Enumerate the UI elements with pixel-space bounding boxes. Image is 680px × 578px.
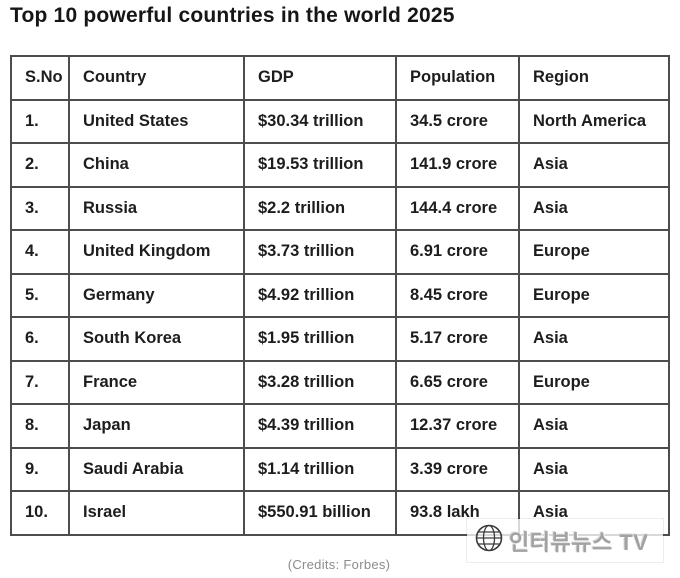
cell-population: 93.8 lakh	[395, 490, 520, 536]
cell-region: North America	[518, 98, 670, 144]
cell-gdp: $1.14 trillion	[243, 446, 397, 492]
table-row: 5. Germany $4.92 trillion 8.45 crore Eur…	[10, 272, 670, 318]
cell-population: 3.39 crore	[395, 446, 520, 492]
watermark: 인터뷰뉴스 TV	[467, 519, 663, 562]
cell-sno: 8.	[10, 403, 70, 449]
cell-sno: 4.	[10, 229, 70, 275]
table-row: 3. Russia $2.2 trillion 144.4 crore Asia	[10, 185, 670, 231]
cell-country: Saudi Arabia	[68, 446, 245, 492]
cell-gdp: $4.39 trillion	[243, 403, 397, 449]
cell-sno: 2.	[10, 142, 70, 188]
table-row: 4. United Kingdom $3.73 trillion 6.91 cr…	[10, 229, 670, 275]
table-row: 6. South Korea $1.95 trillion 5.17 crore…	[10, 316, 670, 362]
cell-population: 5.17 crore	[395, 316, 520, 362]
column-header-gdp: GDP	[243, 55, 397, 101]
cell-gdp: $1.95 trillion	[243, 316, 397, 362]
cell-region: Europe	[518, 229, 670, 275]
table-header-row: S.No Country GDP Population Region	[10, 55, 670, 101]
cell-region: Asia	[518, 403, 670, 449]
cell-gdp: $30.34 trillion	[243, 98, 397, 144]
cell-region: Asia	[518, 185, 670, 231]
cell-region: Europe	[518, 359, 670, 405]
cell-sno: 3.	[10, 185, 70, 231]
countries-table: S.No Country GDP Population Region 1. Un…	[10, 55, 670, 536]
cell-region: Asia	[518, 446, 670, 492]
cell-gdp: $19.53 trillion	[243, 142, 397, 188]
cell-population: 144.4 crore	[395, 185, 520, 231]
cell-country: Russia	[68, 185, 245, 231]
cell-sno: 10.	[10, 490, 70, 536]
cell-country: China	[68, 142, 245, 188]
cell-gdp: $2.2 trillion	[243, 185, 397, 231]
cell-region: Asia	[518, 316, 670, 362]
cell-gdp: $3.28 trillion	[243, 359, 397, 405]
cell-country: Japan	[68, 403, 245, 449]
cell-population: 8.45 crore	[395, 272, 520, 318]
cell-country: France	[68, 359, 245, 405]
table-row: 2. China $19.53 trillion 141.9 crore Asi…	[10, 142, 670, 188]
cell-sno: 6.	[10, 316, 70, 362]
cell-country: United States	[68, 98, 245, 144]
cell-population: 6.65 crore	[395, 359, 520, 405]
cell-sno: 7.	[10, 359, 70, 405]
column-header-country: Country	[68, 55, 245, 101]
column-header-sno: S.No	[10, 55, 70, 101]
table-row: 9. Saudi Arabia $1.14 trillion 3.39 cror…	[10, 446, 670, 492]
cell-region: Asia	[518, 142, 670, 188]
credits-caption: (Credits: Forbes)	[287, 557, 391, 572]
column-header-population: Population	[395, 55, 520, 101]
cell-gdp: $550.91 billion	[243, 490, 397, 536]
cell-country: South Korea	[68, 316, 245, 362]
page-title: Top 10 powerful countries in the world 2…	[10, 4, 455, 27]
table-row: 7. France $3.28 trillion 6.65 crore Euro…	[10, 359, 670, 405]
column-header-region: Region	[518, 55, 670, 101]
table-row: 1. United States $30.34 trillion 34.5 cr…	[10, 98, 670, 144]
globe-icon	[474, 523, 504, 558]
cell-gdp: $4.92 trillion	[243, 272, 397, 318]
table-row: 8. Japan $4.39 trillion 12.37 crore Asia	[10, 403, 670, 449]
cell-sno: 1.	[10, 98, 70, 144]
cell-population: 34.5 crore	[395, 98, 520, 144]
cell-population: 6.91 crore	[395, 229, 520, 275]
cell-population: 12.37 crore	[395, 403, 520, 449]
cell-sno: 5.	[10, 272, 70, 318]
cell-sno: 9.	[10, 446, 70, 492]
cell-gdp: $3.73 trillion	[243, 229, 397, 275]
cell-population: 141.9 crore	[395, 142, 520, 188]
cell-country: Israel	[68, 490, 245, 536]
cell-country: United Kingdom	[68, 229, 245, 275]
cell-region: Europe	[518, 272, 670, 318]
cell-country: Germany	[68, 272, 245, 318]
watermark-text: 인터뷰뉴스 TV	[509, 529, 649, 555]
